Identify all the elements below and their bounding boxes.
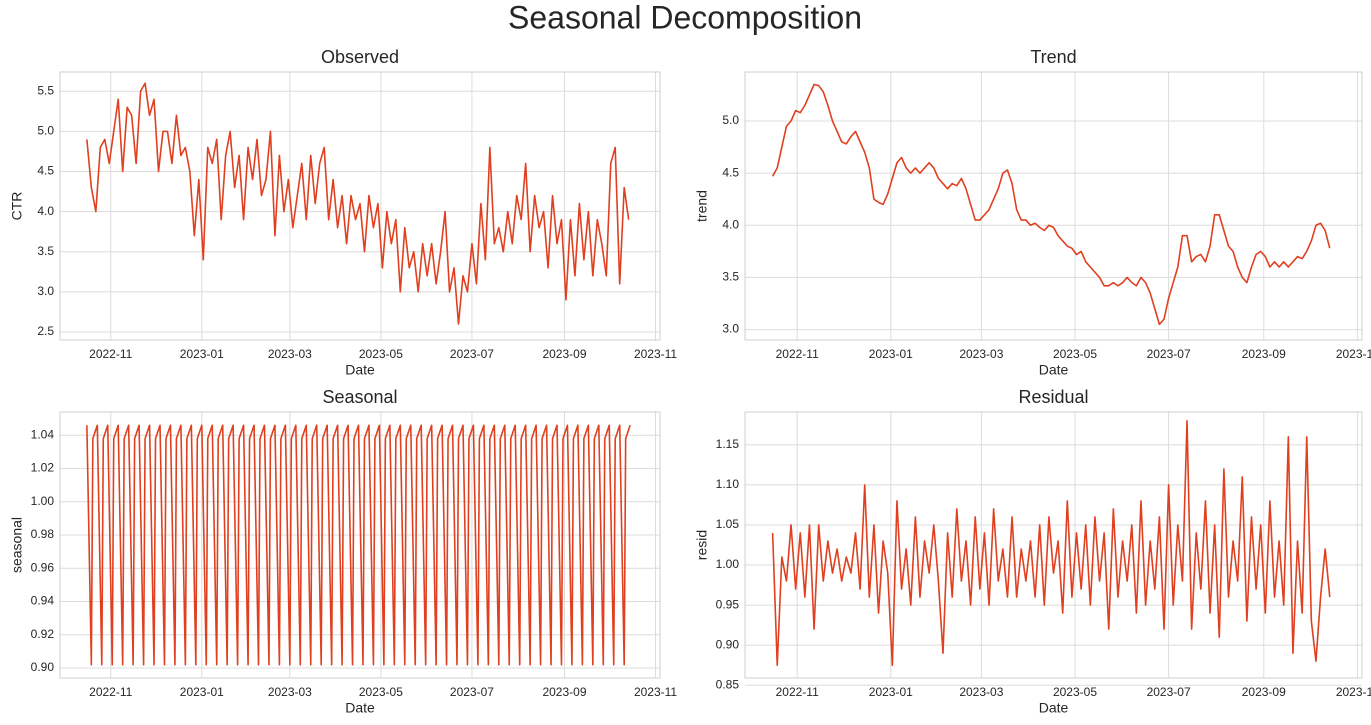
- plot-title: Seasonal: [322, 387, 397, 407]
- plot-area: [86, 424, 631, 666]
- x-tick-label: 2023-09: [542, 685, 586, 699]
- y-tick-label: 4.5: [37, 164, 54, 178]
- x-tick-label: 2023-11: [1336, 347, 1371, 361]
- x-tick-label: 2023-03: [268, 685, 312, 699]
- y-tick-label: 5.0: [37, 124, 54, 138]
- plot-frame: [744, 411, 1363, 679]
- y-axis-label: seasonal: [9, 517, 25, 573]
- x-axis-label: Date: [1039, 700, 1069, 716]
- figure-title: Seasonal Decomposition: [508, 0, 862, 35]
- y-tick-label: 0.95: [716, 597, 740, 611]
- data-line: [86, 82, 630, 325]
- plot-title: Residual: [1018, 387, 1088, 407]
- data-line: [771, 83, 1331, 326]
- y-tick-label: 3.5: [722, 270, 739, 284]
- y-tick-label: 0.90: [716, 637, 740, 651]
- y-tick-label: 0.98: [31, 527, 55, 541]
- y-tick-label: 1.05: [716, 517, 740, 531]
- y-tick-label: 0.85: [716, 677, 740, 691]
- x-tick-label: 2023-09: [1242, 347, 1286, 361]
- plot-frame: [744, 71, 1363, 341]
- plot-title: Observed: [321, 47, 399, 67]
- x-tick-label: 2023-05: [1053, 347, 1097, 361]
- x-tick-label: 2023-05: [359, 347, 403, 361]
- y-axis-label: trend: [694, 190, 710, 222]
- y-tick-label: 1.00: [716, 557, 740, 571]
- y-tick-label: 5.0: [722, 113, 739, 127]
- x-tick-label: 2022-11: [776, 347, 819, 361]
- y-tick-label: 1.00: [31, 494, 55, 508]
- plot-frame: [59, 71, 661, 341]
- y-tick-label: 1.10: [716, 477, 740, 491]
- x-tick-label: 2023-03: [268, 347, 312, 361]
- y-tick-label: 2.5: [37, 324, 54, 338]
- data-line: [86, 424, 631, 666]
- y-tick-label: 5.5: [37, 83, 54, 97]
- x-tick-label: 2022-11: [776, 685, 819, 699]
- x-tick-label: 2023-07: [1147, 685, 1191, 699]
- x-axis-label: Date: [345, 362, 375, 378]
- x-axis-label: Date: [1039, 362, 1069, 378]
- y-tick-label: 1.02: [31, 461, 55, 475]
- y-tick-label: 0.90: [31, 660, 55, 674]
- data-line: [771, 420, 1331, 666]
- x-tick-label: 2023-09: [1242, 685, 1286, 699]
- x-tick-label: 2023-11: [634, 685, 677, 699]
- y-axis-label: resid: [694, 530, 710, 560]
- y-tick-label: 3.5: [37, 244, 54, 258]
- y-tick-label: 0.94: [31, 594, 55, 608]
- plot-area: [771, 83, 1331, 326]
- plot-area: [771, 420, 1331, 666]
- x-tick-label: 2023-09: [542, 347, 586, 361]
- plot-title: Trend: [1030, 47, 1076, 67]
- x-tick-label: 2022-11: [89, 347, 132, 361]
- x-tick-label: 2023-07: [1147, 347, 1191, 361]
- y-tick-label: 3.0: [37, 284, 54, 298]
- y-tick-label: 1.15: [716, 437, 740, 451]
- x-tick-label: 2023-11: [634, 347, 677, 361]
- x-tick-label: 2023-07: [450, 685, 494, 699]
- x-axis-label: Date: [345, 700, 375, 716]
- y-tick-label: 0.92: [31, 627, 55, 641]
- y-tick-label: 0.96: [31, 560, 55, 574]
- plot-area: [86, 82, 630, 325]
- x-tick-label: 2023-11: [1336, 685, 1371, 699]
- x-tick-label: 2023-05: [1053, 685, 1097, 699]
- plot-frame: [59, 411, 661, 679]
- x-tick-label: 2023-01: [180, 347, 224, 361]
- y-tick-label: 4.0: [722, 217, 739, 231]
- x-tick-label: 2023-07: [450, 347, 494, 361]
- y-tick-label: 4.5: [722, 165, 739, 179]
- x-tick-label: 2022-11: [89, 685, 132, 699]
- x-tick-label: 2023-03: [959, 347, 1003, 361]
- x-tick-label: 2023-03: [959, 685, 1003, 699]
- x-tick-label: 2023-01: [180, 685, 224, 699]
- y-tick-label: 4.0: [37, 204, 54, 218]
- x-tick-label: 2023-01: [869, 347, 913, 361]
- x-tick-label: 2023-05: [359, 685, 403, 699]
- x-tick-label: 2023-01: [869, 685, 913, 699]
- y-tick-label: 3.0: [722, 322, 739, 336]
- y-axis-label: CTR: [9, 192, 25, 221]
- y-tick-label: 1.04: [31, 427, 55, 441]
